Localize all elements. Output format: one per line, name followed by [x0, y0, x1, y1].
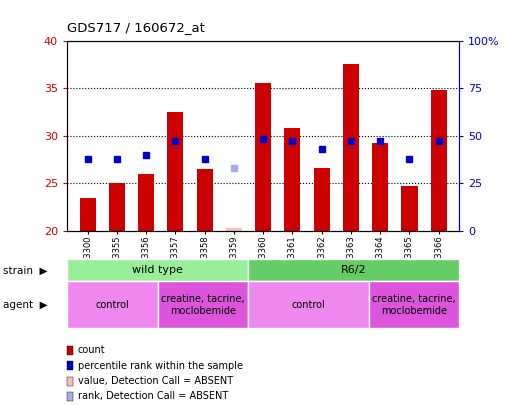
Bar: [167, 112, 183, 231]
Bar: [248, 259, 459, 281]
Text: percentile rank within the sample: percentile rank within the sample: [78, 361, 243, 371]
Text: value, Detection Call = ABSENT: value, Detection Call = ABSENT: [78, 376, 233, 386]
Bar: [343, 64, 359, 231]
Text: creatine, tacrine,
moclobemide: creatine, tacrine, moclobemide: [161, 294, 245, 315]
Text: R6/2: R6/2: [341, 265, 366, 275]
Bar: [369, 281, 459, 328]
Bar: [372, 143, 388, 231]
Bar: [67, 259, 248, 281]
Bar: [138, 174, 154, 231]
Text: rank, Detection Call = ABSENT: rank, Detection Call = ABSENT: [78, 392, 228, 401]
Bar: [67, 281, 157, 328]
Bar: [401, 186, 417, 231]
Text: GDS717 / 160672_at: GDS717 / 160672_at: [67, 21, 205, 34]
Bar: [255, 83, 271, 231]
Bar: [226, 228, 242, 231]
Bar: [248, 281, 369, 328]
Bar: [284, 128, 300, 231]
Text: creatine, tacrine,
moclobemide: creatine, tacrine, moclobemide: [372, 294, 456, 315]
Bar: [197, 169, 213, 231]
Bar: [79, 198, 95, 231]
Bar: [157, 281, 248, 328]
Text: control: control: [292, 300, 325, 310]
Text: control: control: [95, 300, 129, 310]
Bar: [431, 90, 447, 231]
Text: agent  ▶: agent ▶: [3, 300, 47, 310]
Text: strain  ▶: strain ▶: [3, 265, 47, 275]
Bar: [109, 183, 125, 231]
Text: count: count: [78, 345, 106, 355]
Text: wild type: wild type: [132, 265, 183, 275]
Bar: [314, 168, 330, 231]
